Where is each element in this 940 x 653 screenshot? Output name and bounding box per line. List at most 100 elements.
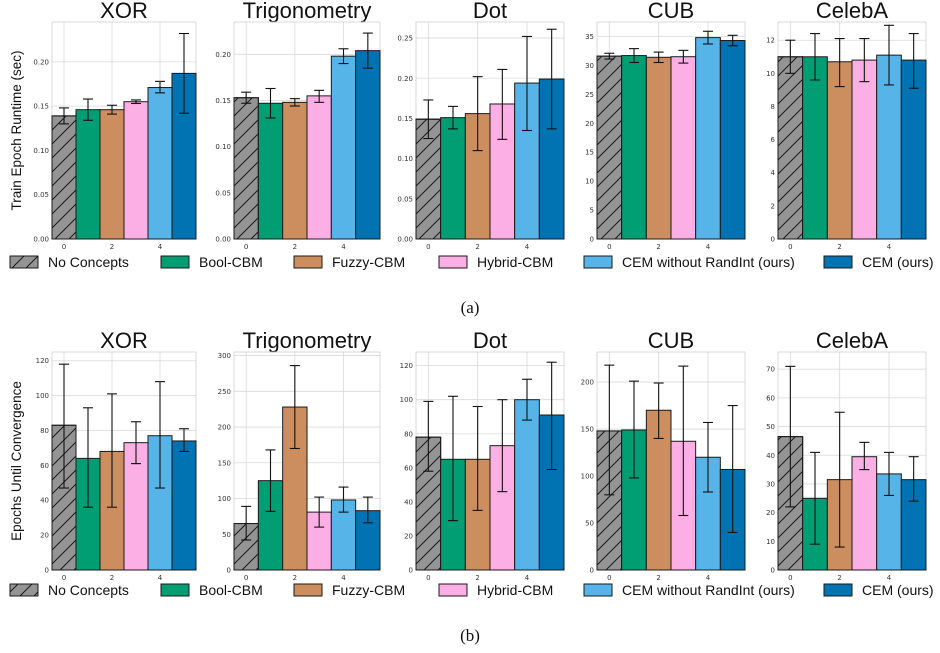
bar-fill [99, 109, 125, 240]
bar-cem-ours- [171, 428, 197, 571]
x-tick-label: 0 [426, 243, 430, 251]
bar-cem-ours- [719, 34, 746, 240]
legend-swatch [438, 255, 468, 269]
bar-fuzzy-cbm [282, 365, 308, 571]
bar-fuzzy-cbm [826, 38, 853, 240]
y-tick-label: 0.25 [397, 35, 413, 43]
bar-no-concepts [596, 52, 623, 240]
y-tick-label: 70 [766, 366, 775, 374]
legend-label: CEM without RandInt (ours) [622, 254, 795, 270]
legend-label: Bool-CBM [199, 582, 263, 598]
bar-hybrid-cbm [489, 399, 516, 571]
y-tick-label: 35 [585, 33, 594, 41]
y-tick-label: 40 [40, 497, 49, 505]
y-tick-label: 40 [766, 452, 775, 460]
y-tick-label: 0 [771, 567, 775, 575]
y-tick-label: 0.15 [397, 115, 413, 123]
legend-item-bool-cbm: Bool-CBM [160, 254, 263, 270]
bar-bool-cbm [75, 407, 101, 571]
bar-cem-ours- [355, 32, 381, 240]
x-tick-label: 4 [525, 574, 530, 582]
legend-swatch [583, 583, 613, 597]
y-tick-label: 100 [218, 495, 231, 503]
x-tick-label: 0 [788, 574, 792, 582]
y-tick-label: 20 [766, 509, 775, 517]
legend-swatch [293, 255, 323, 269]
y-tick-label: 30 [585, 62, 594, 70]
legend-swatch [160, 583, 190, 597]
x-tick-label: 0 [62, 243, 66, 251]
bar-fill [802, 56, 828, 240]
y-tick-label: 0.05 [397, 195, 413, 203]
bar-fill [306, 95, 332, 240]
y-tick-label: 0.15 [215, 97, 231, 105]
bar-no-concepts [415, 99, 442, 240]
bar-hybrid-cbm [851, 38, 878, 240]
bar-no-concepts [233, 505, 259, 571]
x-tick-label: 4 [341, 243, 346, 251]
y-tick-label: 0.15 [33, 103, 49, 111]
bar-bool-cbm [802, 451, 828, 571]
bar-fill [851, 59, 878, 240]
bar-cem-ours- [900, 456, 927, 571]
panel-title: CelebA [816, 328, 888, 353]
y-tick-label: 0.20 [397, 75, 413, 83]
bar-fill [826, 61, 853, 240]
panel-xor: XOR 0.00 0.05 0.10 0.15 0.20 0 2 4 [33, 0, 197, 251]
bar-bool-cbm [440, 105, 466, 240]
x-tick-label: 0 [788, 243, 792, 251]
y-tick-label: 0 [590, 567, 594, 575]
y-tick-label: 80 [404, 430, 413, 438]
bar-hybrid-cbm [670, 365, 697, 571]
y-tick-label: 60 [766, 394, 775, 402]
chart-row-0: Train Epoch Runtime (sec) XOR 0.00 0.05 0.10… [9, 0, 927, 251]
y-tick-label: 0.05 [215, 189, 231, 197]
legend-item-fuzzy-cbm: Fuzzy-CBM [293, 254, 405, 270]
bar-fill [282, 406, 308, 571]
x-tick-label: 2 [293, 243, 297, 251]
x-tick-label: 2 [475, 243, 479, 251]
legend-label: Hybrid-CBM [477, 582, 553, 598]
bar-fill [257, 102, 284, 240]
legend-label: No Concepts [48, 254, 129, 270]
chart-row-1: Epochs Until ConvergenceXOR0204060801001… [9, 328, 927, 582]
bar-bool-cbm [257, 87, 284, 240]
y-tick-label: 15 [585, 149, 594, 157]
bar-no-concepts [51, 107, 77, 240]
y-axis-label: Epochs Until Convergence [9, 381, 24, 541]
y-tick-label: 0.10 [33, 147, 49, 155]
x-tick-label: 2 [656, 574, 660, 582]
y-tick-label: 12 [766, 37, 775, 45]
bar-no-concepts [777, 365, 804, 571]
bar-no-concepts [415, 400, 442, 571]
y-tick-label: 300 [218, 352, 231, 360]
y-tick-label: 10 [585, 178, 594, 186]
panel-trigonometry: Trigonometry 0.00 0.05 0.10 0.15 0.20 0 2 4 [215, 0, 381, 251]
bar-fuzzy-cbm [826, 411, 853, 571]
caption-a: (a) [461, 298, 480, 317]
legend-label: CEM without RandInt (ours) [622, 582, 795, 598]
bar-fill [75, 109, 101, 240]
y-tick-label: 0.00 [397, 236, 413, 244]
y-tick-label: 60 [40, 462, 49, 470]
bar-no-concepts [777, 39, 804, 240]
y-tick-label: 50 [585, 520, 594, 528]
legend-item-cem-ours-: CEM (ours) [823, 582, 934, 598]
bar-hybrid-cbm [489, 68, 516, 240]
x-tick-label: 0 [426, 574, 430, 582]
y-tick-label: 120 [36, 357, 49, 365]
x-tick-label: 4 [341, 574, 346, 582]
panel-title: XOR [100, 328, 148, 353]
bar-hatch [415, 118, 442, 240]
x-tick-label: 2 [837, 574, 841, 582]
bar-hybrid-cbm [306, 496, 332, 571]
bar-fuzzy-cbm [99, 393, 125, 571]
bar-fill [282, 101, 308, 240]
bar-no-concepts [233, 91, 259, 240]
legend-swatch-hatch [9, 583, 39, 597]
legend-label: Bool-CBM [199, 254, 263, 270]
bar-cem-without-randint-ours- [695, 30, 721, 240]
x-tick-label: 4 [887, 574, 892, 582]
bar-fuzzy-cbm [464, 76, 491, 240]
